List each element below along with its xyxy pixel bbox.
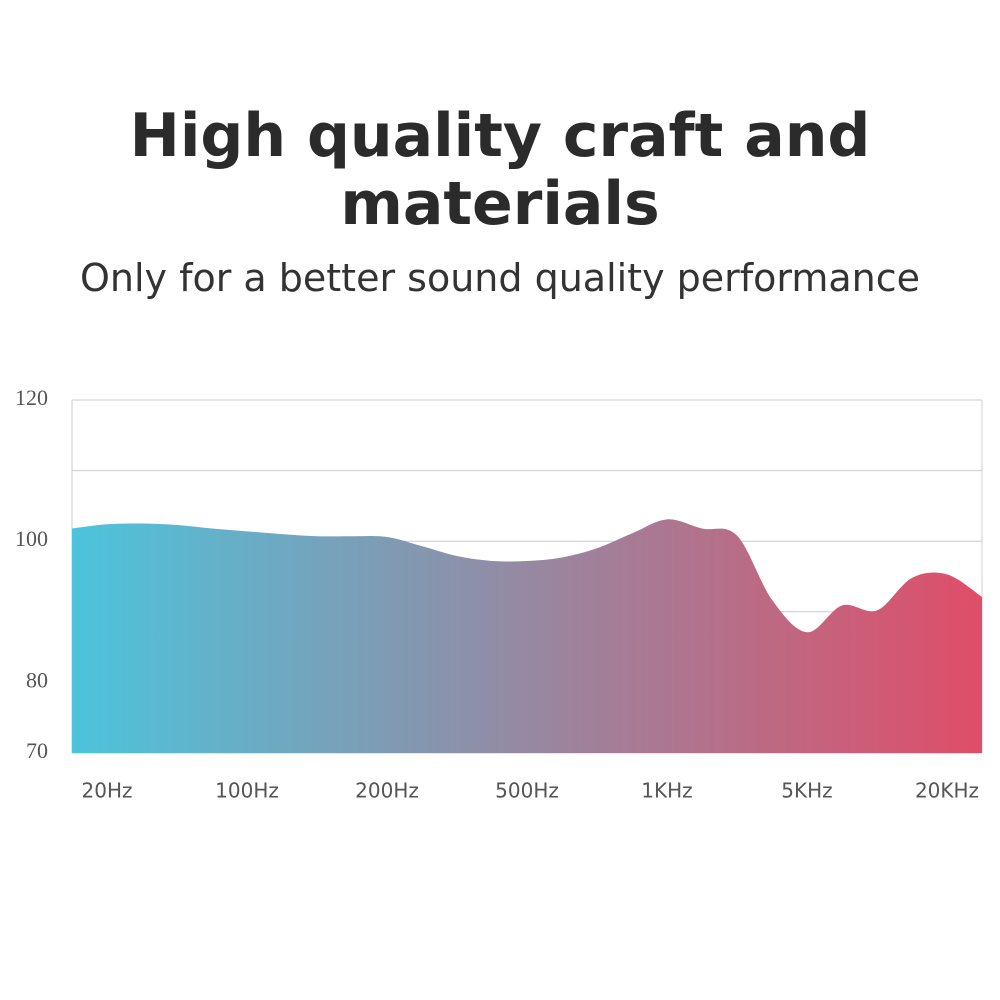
y-tick-label: 120 <box>15 385 48 410</box>
title: High quality craft and materials <box>129 101 871 239</box>
y-tick-label: 80 <box>26 667 48 692</box>
x-tick-label: 20Hz <box>82 779 133 803</box>
x-tick-label: 5KHz <box>781 779 832 803</box>
x-tick-label: 100Hz <box>215 779 279 803</box>
area <box>72 519 982 753</box>
x-tick-label: 500Hz <box>495 779 559 803</box>
x-tick-label: 20KHz <box>915 779 979 803</box>
x-tick-label: 200Hz <box>355 779 419 803</box>
x-tick-label: 1KHz <box>641 779 692 803</box>
subtitle: Only for a better sound quality performa… <box>79 256 921 300</box>
y-tick-label: 100 <box>15 526 48 551</box>
y-tick-label: 70 <box>26 738 48 763</box>
